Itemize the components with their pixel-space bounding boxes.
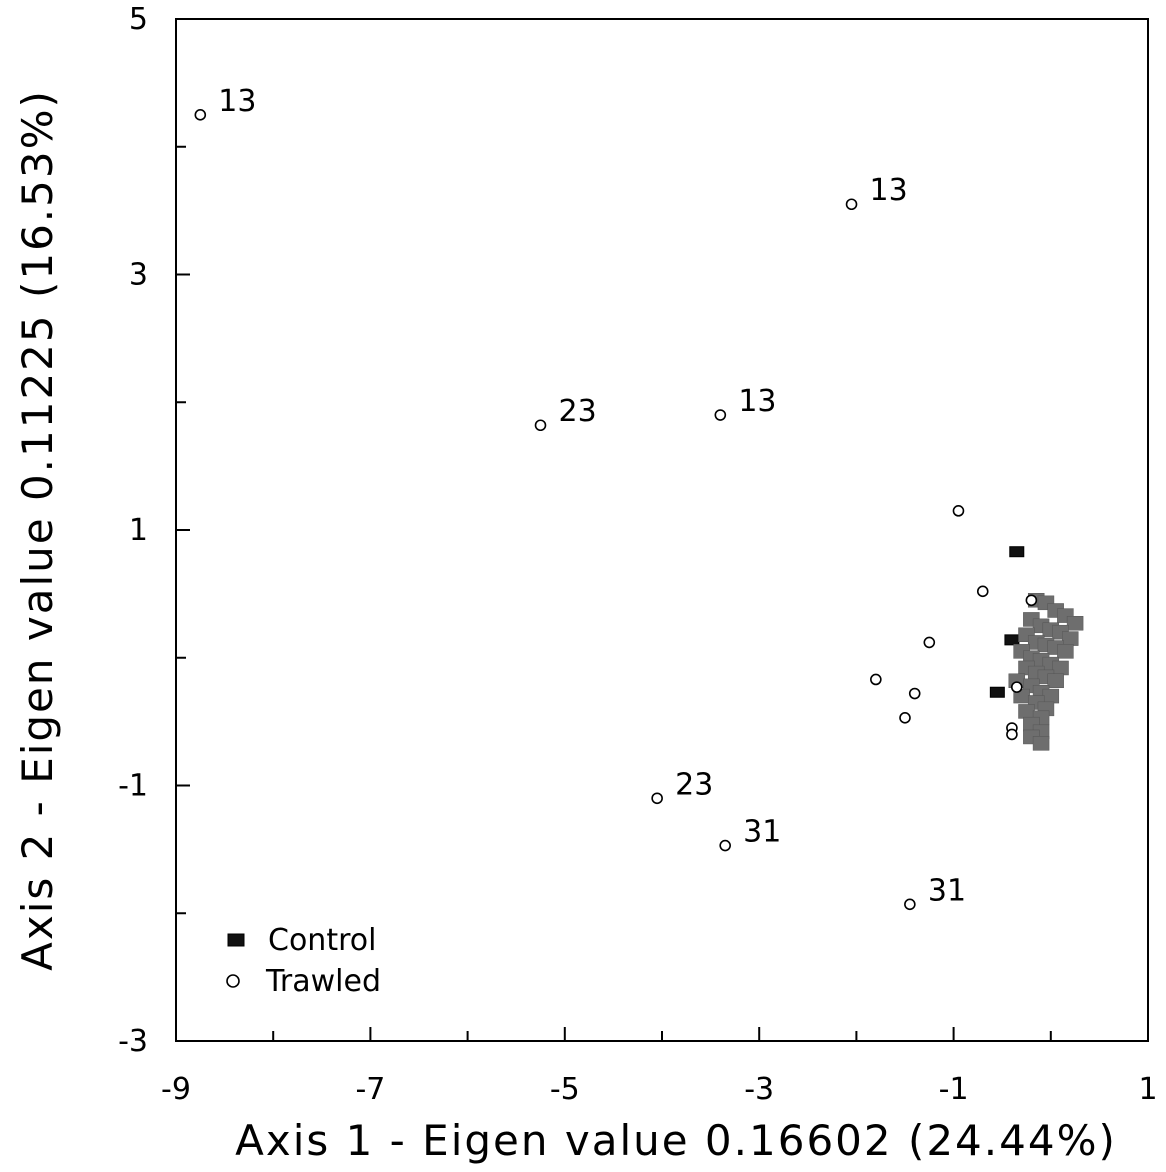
- control-point: [989, 686, 1005, 698]
- point-labels: 13 13 23 13 23 31 31: [218, 84, 966, 908]
- control-point: [1052, 660, 1069, 676]
- control-series: [989, 546, 1084, 751]
- point-label: 13: [218, 84, 256, 119]
- trawled-series: [194, 109, 1038, 911]
- y-axis-label: Axis 2 - Eigen value 0.11225 (16.53%): [13, 89, 62, 971]
- control-point: [1061, 631, 1079, 646]
- x-tick-label: -9: [161, 1072, 191, 1107]
- legend-control-label: Control: [268, 923, 376, 958]
- point-label: 23: [675, 767, 713, 802]
- trawled-point: [1010, 681, 1023, 693]
- trawled-point: [904, 898, 916, 911]
- y-tick-label: 3: [129, 258, 148, 293]
- x-tick-label: -7: [355, 1072, 385, 1107]
- control-point: [1047, 673, 1064, 688]
- point-label: 31: [743, 815, 781, 850]
- control-point: [1018, 704, 1035, 719]
- y-axis-ticks: [176, 18, 190, 1042]
- x-tick-label: -3: [744, 1072, 774, 1107]
- trawled-point: [714, 409, 727, 421]
- trawled-point: [719, 839, 731, 852]
- control-point: [1032, 736, 1050, 751]
- trawled-point: [194, 109, 207, 121]
- x-tick-label: -1: [939, 1072, 969, 1107]
- trawled-point: [1006, 728, 1018, 741]
- y-tick-label: -1: [118, 769, 148, 804]
- y-tick-label: -3: [118, 1024, 148, 1059]
- point-label: 13: [738, 384, 776, 419]
- legend-control-marker: [227, 933, 245, 947]
- x-tick-label: -5: [550, 1072, 580, 1107]
- trawled-point: [845, 198, 858, 211]
- y-axis-tick-labels: -3 -1 1 3 5: [118, 2, 148, 1059]
- point-label: 23: [559, 394, 597, 429]
- control-point: [1057, 644, 1074, 659]
- control-point: [1009, 546, 1025, 558]
- x-tick-label: 1: [1138, 1072, 1157, 1107]
- x-axis-tick-labels: -9 -7 -5 -3 -1 1: [161, 1072, 1158, 1107]
- legend: Control Trawled: [226, 923, 381, 999]
- trawled-point: [870, 673, 882, 686]
- legend-trawled-marker: [226, 974, 240, 988]
- plot-frame: [175, 18, 1149, 1042]
- trawled-point: [1025, 594, 1038, 607]
- trawled-point: [923, 636, 936, 649]
- trawled-point: [534, 419, 547, 432]
- x-axis-ticks: [175, 1027, 1149, 1041]
- trawled-point: [952, 505, 965, 517]
- control-point: [1042, 688, 1060, 704]
- trawled-point: [908, 687, 921, 700]
- control-point: [1066, 616, 1084, 631]
- y-tick-label: 5: [129, 2, 148, 37]
- trawled-point: [899, 711, 911, 724]
- x-axis-label: Axis 1 - Eigen value 0.16602 (24.44%): [235, 1116, 1117, 1165]
- y-tick-label: 1: [129, 513, 148, 548]
- trawled-point: [976, 585, 989, 598]
- point-label: 31: [928, 873, 966, 908]
- trawled-point: [651, 792, 663, 805]
- legend-trawled-label: Trawled: [265, 964, 381, 999]
- control-point: [1004, 634, 1020, 646]
- point-label: 13: [870, 173, 908, 208]
